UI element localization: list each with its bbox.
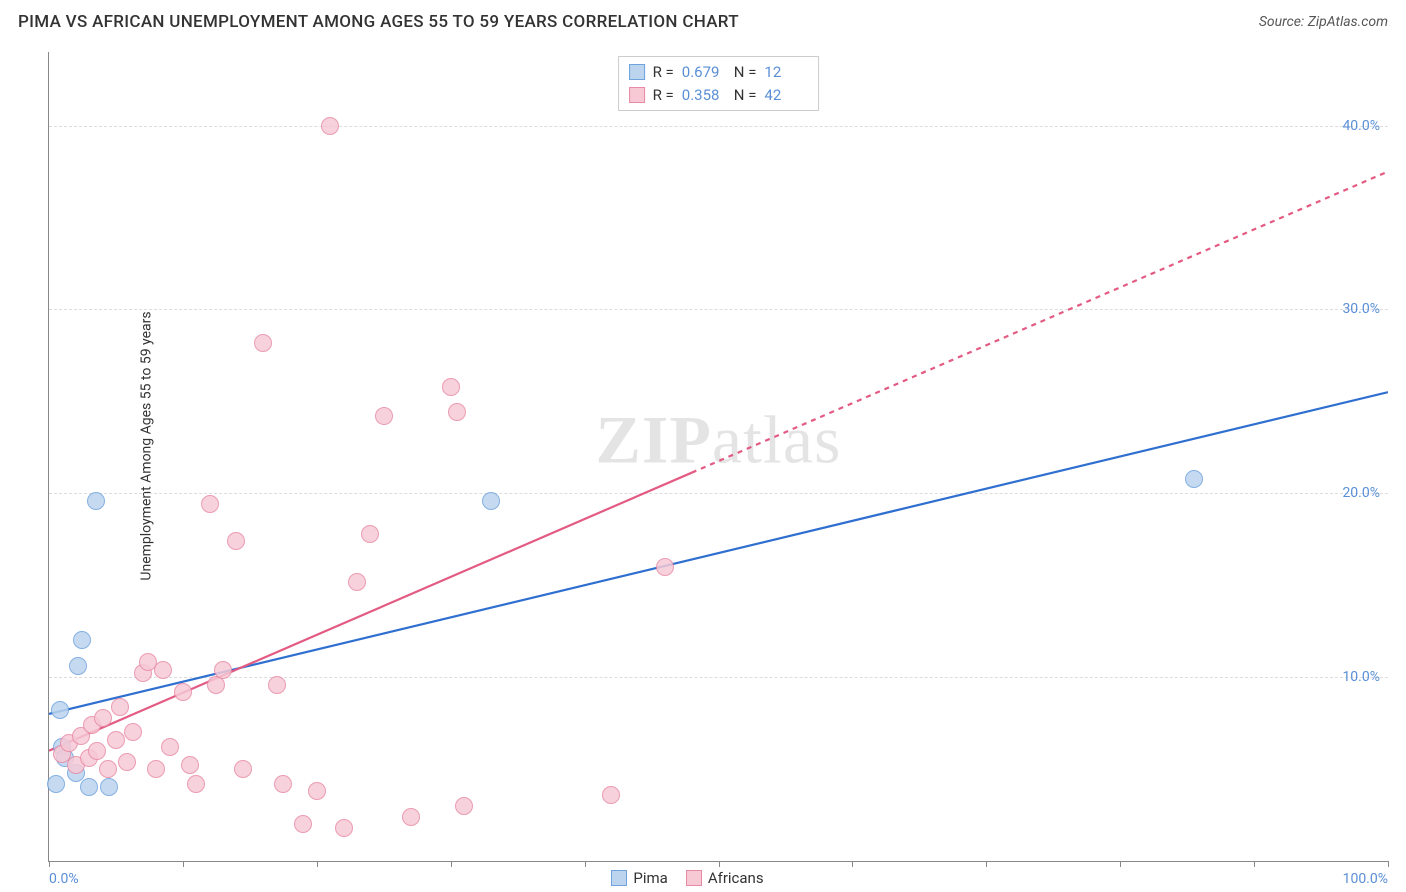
gridline: [49, 126, 1388, 127]
legend-n-label: N =: [734, 61, 757, 84]
legend-n-label: N =: [734, 84, 757, 107]
regression-line: [49, 473, 692, 751]
data-point: [47, 775, 65, 793]
chart-title: PIMA VS AFRICAN UNEMPLOYMENT AMONG AGES …: [18, 12, 739, 32]
data-point: [335, 819, 353, 837]
x-tick: [585, 861, 586, 867]
data-point: [402, 808, 420, 826]
y-tick-label: 10.0%: [1342, 669, 1380, 685]
x-tick: [852, 861, 853, 867]
data-point: [124, 723, 142, 741]
data-point: [99, 760, 117, 778]
data-point: [107, 731, 125, 749]
data-point: [69, 657, 87, 675]
y-tick-label: 20.0%: [1342, 485, 1380, 501]
x-tick: [1388, 861, 1389, 867]
legend-r-value: 0.679: [682, 61, 726, 84]
legend-row: R = 0.358 N = 42: [629, 84, 809, 107]
data-point: [154, 661, 172, 679]
data-point: [201, 495, 219, 513]
source-label: Source: ZipAtlas.com: [1259, 14, 1388, 30]
data-point: [1185, 470, 1203, 488]
legend-item: Africans: [686, 869, 764, 887]
data-point: [448, 403, 466, 421]
correlation-chart: ZIPatlas R =0.679N =12R =0.358N =42 Pima…: [48, 52, 1388, 862]
data-point: [234, 760, 252, 778]
chart-header: PIMA VS AFRICAN UNEMPLOYMENT AMONG AGES …: [0, 0, 1406, 40]
data-point: [187, 775, 205, 793]
data-point: [118, 753, 136, 771]
data-point: [348, 573, 366, 591]
legend-swatch: [629, 64, 645, 80]
data-point: [482, 492, 500, 510]
data-point: [51, 701, 69, 719]
x-tick: [49, 861, 50, 867]
watermark-rest: atlas: [712, 402, 842, 478]
watermark: ZIPatlas: [596, 401, 842, 480]
data-point: [602, 786, 620, 804]
regression-lines: [49, 52, 1388, 861]
legend-label: Pima: [633, 869, 667, 887]
watermark-bold: ZIP: [596, 402, 712, 478]
data-point: [294, 815, 312, 833]
y-tick-label: 40.0%: [1342, 118, 1380, 134]
data-point: [111, 698, 129, 716]
data-point: [181, 756, 199, 774]
legend-n-value: 42: [764, 84, 808, 107]
x-tick: [1254, 861, 1255, 867]
data-point: [308, 782, 326, 800]
legend-row: R = 0.679 N = 12: [629, 61, 809, 84]
data-point: [161, 738, 179, 756]
legend-r-label: R =: [653, 84, 674, 107]
data-point: [254, 334, 272, 352]
legend-swatch: [611, 870, 627, 886]
data-point: [656, 558, 674, 576]
gridline: [49, 493, 1388, 494]
x-tick-label: 0.0%: [49, 871, 79, 887]
x-tick: [719, 861, 720, 867]
data-point: [147, 760, 165, 778]
series-legend: Pima Africans: [611, 869, 763, 887]
regression-line-extrapolated: [692, 172, 1388, 473]
data-point: [94, 709, 112, 727]
x-tick: [986, 861, 987, 867]
x-tick: [317, 861, 318, 867]
x-tick-label: 100.0%: [1343, 871, 1388, 887]
legend-label: Africans: [708, 869, 764, 887]
data-point: [442, 378, 460, 396]
data-point: [88, 742, 106, 760]
data-point: [375, 407, 393, 425]
regression-line: [49, 392, 1388, 714]
x-tick: [1120, 861, 1121, 867]
data-point: [174, 683, 192, 701]
legend-r-label: R =: [653, 61, 674, 84]
data-point: [321, 117, 339, 135]
y-tick-label: 30.0%: [1342, 301, 1380, 317]
data-point: [227, 532, 245, 550]
legend-swatch: [686, 870, 702, 886]
data-point: [268, 676, 286, 694]
legend-n-value: 12: [764, 61, 808, 84]
data-point: [80, 778, 98, 796]
data-point: [100, 778, 118, 796]
data-point: [214, 661, 232, 679]
gridline: [49, 677, 1388, 678]
x-tick: [451, 861, 452, 867]
correlation-legend: R = 0.679 N = 12 R = 0.358 N = 42: [618, 56, 820, 111]
x-tick: [183, 861, 184, 867]
data-point: [455, 797, 473, 815]
legend-item: Pima: [611, 869, 667, 887]
legend-swatch: [629, 87, 645, 103]
gridline: [49, 309, 1388, 310]
data-point: [87, 492, 105, 510]
data-point: [361, 525, 379, 543]
data-point: [73, 631, 91, 649]
data-point: [274, 775, 292, 793]
legend-r-value: 0.358: [682, 84, 726, 107]
